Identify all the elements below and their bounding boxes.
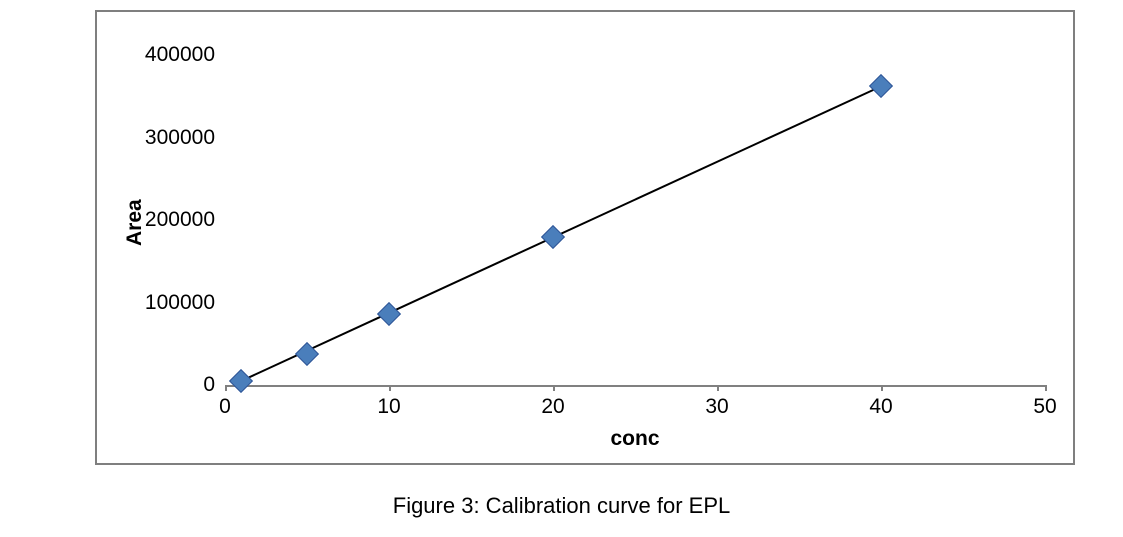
y-tick-label: 0 bbox=[203, 373, 215, 397]
x-tick-mark bbox=[1045, 385, 1047, 391]
y-tick-label: 300000 bbox=[145, 126, 215, 150]
data-point-marker bbox=[295, 342, 319, 366]
x-axis-label: conc bbox=[610, 427, 659, 451]
data-point-marker bbox=[541, 224, 565, 248]
x-axis-line bbox=[225, 385, 1045, 387]
y-tick-label: 200000 bbox=[145, 208, 215, 232]
figure-caption: Figure 3: Calibration curve for EPL bbox=[393, 493, 731, 519]
x-tick-mark bbox=[225, 385, 227, 391]
x-tick-label: 30 bbox=[705, 395, 728, 419]
y-axis-label: Area bbox=[123, 199, 147, 246]
x-tick-mark bbox=[389, 385, 391, 391]
plot-area bbox=[225, 55, 1045, 385]
data-point-marker bbox=[869, 74, 893, 98]
trend-line bbox=[225, 55, 1045, 385]
x-tick-label: 10 bbox=[377, 395, 400, 419]
x-tick-label: 20 bbox=[541, 395, 564, 419]
x-tick-mark bbox=[553, 385, 555, 391]
x-tick-mark bbox=[881, 385, 883, 391]
data-point-marker bbox=[377, 302, 401, 326]
y-tick-label: 100000 bbox=[145, 291, 215, 315]
x-tick-label: 50 bbox=[1033, 395, 1056, 419]
x-tick-label: 0 bbox=[219, 395, 231, 419]
x-tick-label: 40 bbox=[869, 395, 892, 419]
y-tick-label: 400000 bbox=[145, 43, 215, 67]
x-tick-mark bbox=[717, 385, 719, 391]
page-root: Area conc Figure 3: Calibration curve fo… bbox=[0, 0, 1123, 537]
